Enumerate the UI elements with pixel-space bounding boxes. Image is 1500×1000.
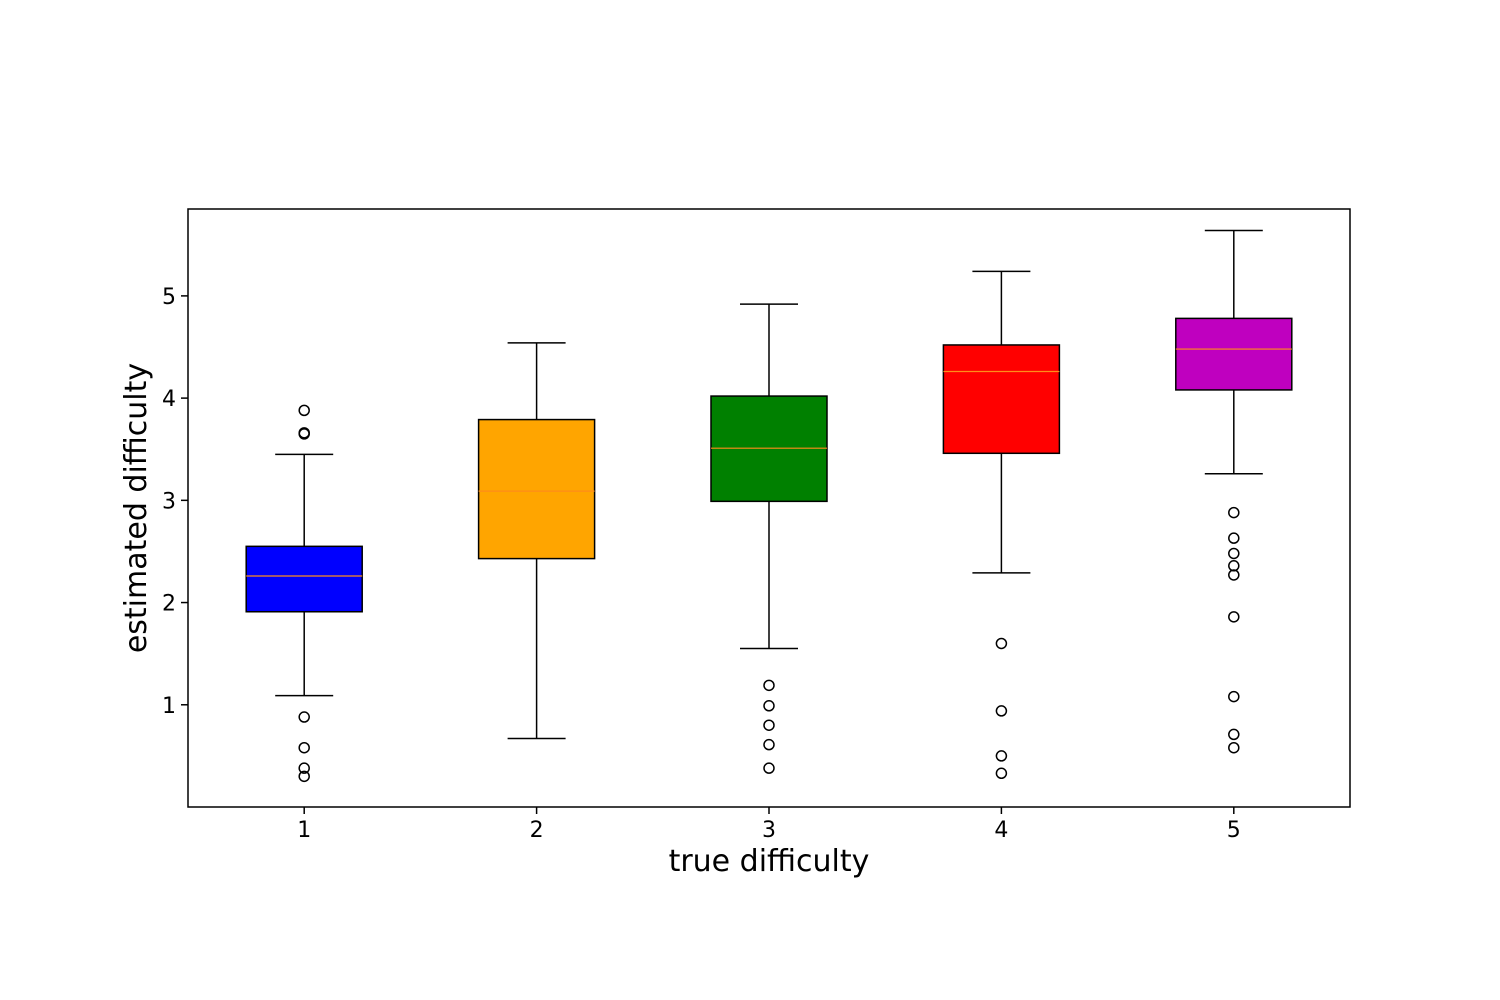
- box-group-3: [710, 303, 828, 774]
- box-group-2: [477, 342, 596, 740]
- y-tick-label: 2: [162, 592, 176, 617]
- outlier-point: [763, 738, 775, 751]
- outlier-point: [995, 705, 1008, 717]
- box-marks: [245, 229, 1293, 783]
- outlier-point: [1228, 728, 1240, 741]
- x-tick-label: 5: [1227, 818, 1241, 843]
- outlier-point: [298, 741, 310, 754]
- outlier-point: [1228, 506, 1240, 519]
- outlier-point: [1228, 690, 1240, 703]
- outlier-point: [1228, 532, 1240, 544]
- box-body: [477, 418, 596, 560]
- x-tick-label: 3: [762, 818, 776, 843]
- x-tick-label: 4: [994, 818, 1008, 843]
- outlier-point: [995, 750, 1008, 762]
- x-axis-label: true difficulty: [669, 844, 870, 879]
- outlier-point: [298, 404, 310, 417]
- y-axis-label: estimated difficulty: [119, 363, 154, 653]
- box-group-1: [245, 404, 363, 783]
- outlier-point: [763, 679, 775, 692]
- y-axis: 1 2 3 4 5: [162, 285, 188, 719]
- outlier-point: [763, 719, 775, 731]
- outlier-point: [298, 427, 310, 439]
- y-tick-label: 3: [162, 489, 176, 514]
- outlier-point: [298, 711, 310, 723]
- outlier-point: [763, 762, 775, 774]
- outlier-point: [1228, 547, 1240, 560]
- box-body: [942, 344, 1061, 455]
- box-body: [245, 545, 363, 613]
- outlier-point: [1228, 611, 1240, 623]
- box-group-5: [1175, 229, 1293, 754]
- outlier-point: [298, 762, 310, 774]
- x-tick-label: 2: [530, 818, 544, 843]
- y-tick-label: 5: [162, 285, 176, 310]
- outlier-point: [298, 770, 310, 783]
- box-body: [1175, 317, 1293, 391]
- y-tick-label: 4: [162, 387, 176, 412]
- outlier-point: [1228, 569, 1240, 581]
- x-tick-label: 1: [297, 818, 311, 843]
- outlier-point: [1228, 560, 1240, 572]
- outlier-point: [763, 700, 775, 712]
- outlier-point: [995, 767, 1008, 780]
- x-axis: 1 2 3 4 5: [297, 807, 1241, 843]
- box-group-4: [942, 270, 1061, 780]
- outlier-point: [1228, 741, 1240, 754]
- outlier-point: [995, 637, 1008, 650]
- y-tick-label: 1: [162, 694, 176, 719]
